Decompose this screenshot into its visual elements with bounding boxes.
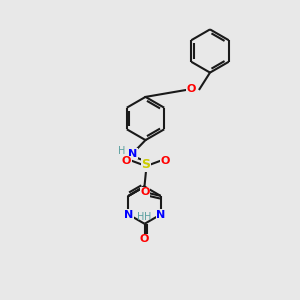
Text: H: H	[118, 146, 125, 156]
Text: H: H	[137, 212, 145, 222]
Text: S: S	[142, 158, 151, 171]
Text: O: O	[186, 84, 196, 94]
Text: O: O	[140, 234, 149, 244]
Text: N: N	[128, 148, 137, 159]
Text: H: H	[144, 212, 152, 222]
Text: O: O	[140, 187, 149, 197]
Text: N: N	[156, 209, 165, 220]
Text: O: O	[161, 156, 170, 166]
Text: N: N	[124, 209, 133, 220]
Text: O: O	[122, 156, 131, 166]
